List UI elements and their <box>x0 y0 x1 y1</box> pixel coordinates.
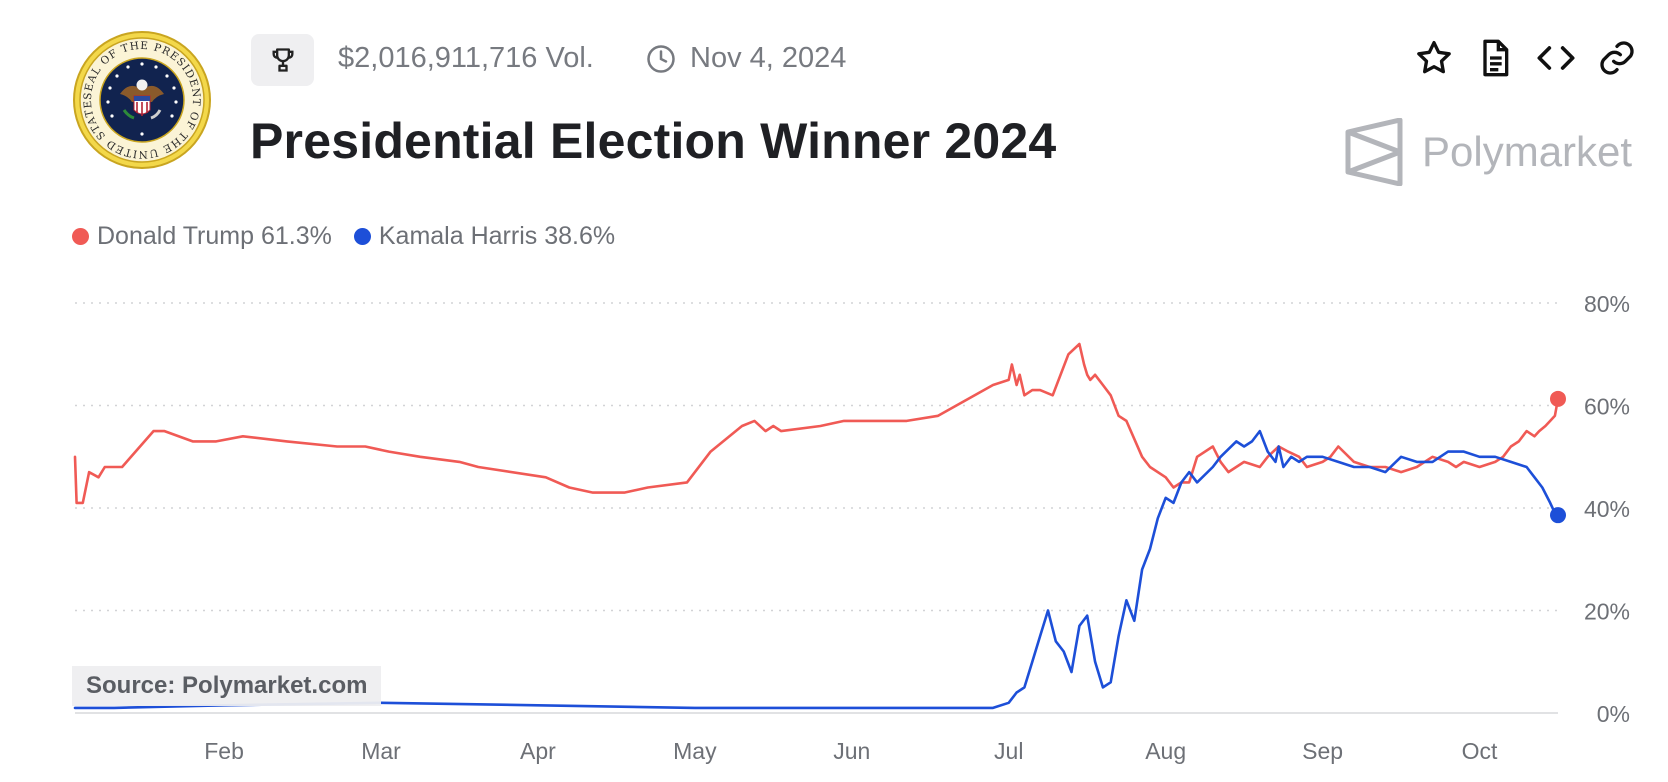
clock-icon <box>647 45 675 73</box>
polymarket-logo-icon <box>1345 118 1403 186</box>
x-tick-label-jul: Jul <box>994 738 1023 764</box>
legend-value-harris: 38.6% <box>544 222 616 250</box>
x-tick-label-oct: Oct <box>1462 738 1498 764</box>
x-tick-label-sep: Sep <box>1302 738 1343 764</box>
legend-dot-harris <box>353 228 371 245</box>
y-tick-label-40: 40% <box>1584 496 1630 522</box>
x-tick-label-feb: Feb <box>204 738 244 764</box>
series-line-harris <box>73 429 1560 710</box>
chart-legend: Donald Trump 61.3% Kamala Harris 38.6% <box>72 222 637 251</box>
legend-label-trump: Donald Trump <box>97 222 255 250</box>
source-caption: Source: Polymarket.com <box>72 666 382 706</box>
series-line-trump <box>73 342 1560 505</box>
legend-item-harris[interactable]: Kamala Harris 38.6% <box>353 222 616 251</box>
y-tick-label-0: 0% <box>1597 701 1630 727</box>
code-icon[interactable] <box>1536 38 1576 78</box>
page-title: Presidential Election Winner 2024 <box>250 113 1057 169</box>
series-end-marker-trump <box>1550 390 1566 407</box>
y-tick-label-60: 60% <box>1584 394 1630 420</box>
x-tick-label-aug: Aug <box>1145 738 1186 764</box>
legend-dot-trump <box>72 228 89 245</box>
x-tick-label-may: May <box>673 738 717 764</box>
polymarket-wordmark: Polymarket <box>1422 128 1633 175</box>
trophy-button[interactable] <box>251 34 314 86</box>
legend-item-trump[interactable]: Donald Trump 61.3% <box>72 222 332 251</box>
presidential-seal-icon: SEAL OF THE PRESIDENT OF THE UNITED STAT… <box>72 30 211 169</box>
series-end-marker-harris <box>1550 507 1566 524</box>
x-tick-label-mar: Mar <box>361 738 401 764</box>
star-icon[interactable] <box>1414 38 1454 78</box>
y-tick-label-80: 80% <box>1584 291 1630 317</box>
end-date-label: Nov 4, 2024 <box>690 42 847 74</box>
volume-label: $2,016,911,716 Vol. <box>338 42 594 74</box>
trophy-icon <box>272 48 293 72</box>
legend-value-trump: 61.3% <box>260 222 332 250</box>
x-tick-label-jun: Jun <box>833 738 870 764</box>
legend-label-harris: Kamala Harris <box>378 222 538 250</box>
x-tick-label-apr: Apr <box>520 738 556 764</box>
link-icon[interactable] <box>1597 38 1637 78</box>
document-icon[interactable] <box>1475 38 1515 78</box>
y-tick-label-20: 20% <box>1584 599 1630 625</box>
